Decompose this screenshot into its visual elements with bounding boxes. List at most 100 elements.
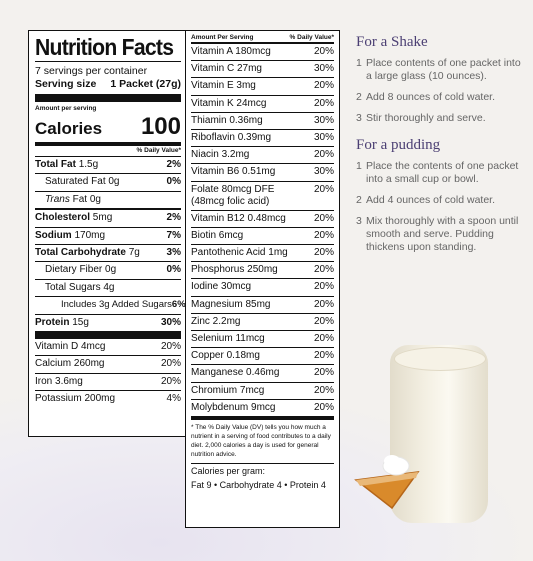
- vitamin-dv: 20%: [313, 247, 334, 259]
- nutrient-amount: Fat 0g: [72, 193, 101, 205]
- step-text: Place the contents of one packet into a …: [366, 160, 519, 185]
- step-text: Stir thoroughly and serve.: [366, 112, 486, 124]
- vitamin-dv: 20%: [313, 333, 334, 345]
- vitamin-dv: 20%: [313, 46, 334, 57]
- vitamin-row: Selenium 11mcg 20%: [191, 330, 334, 347]
- vitamin-name: Zinc 2.2mg: [191, 315, 241, 327]
- mineral-dv: 20%: [160, 341, 181, 353]
- divider: [35, 61, 181, 62]
- vitamin-dv: 20%: [313, 264, 334, 276]
- vitamin-row: Thiamin 0.36mg 30%: [191, 111, 334, 129]
- nutrient-row-protein: Protein 15g 30%: [35, 313, 181, 331]
- vitamin-name: Chromium 7mcg: [191, 384, 265, 396]
- vitamin-dv: 20%: [313, 281, 334, 293]
- vitamin-name: Thiamin 0.36mg: [191, 114, 263, 126]
- dv-footnote: * The % Daily Value (DV) tells you how m…: [191, 424, 331, 459]
- nutrition-facts-panel: Nutrition Facts 7 servings per container…: [28, 30, 187, 437]
- nutrient-name: Includes 3g Added Sugars: [61, 299, 172, 311]
- vitamin-dv: 20%: [313, 315, 334, 327]
- nutrient-dv: 7%: [166, 229, 181, 241]
- header-right: % Daily Value*: [289, 34, 334, 41]
- mineral-name: Potassium 200mg: [35, 393, 116, 405]
- vitamins-header: Amount Per Serving % Daily Value*: [191, 33, 334, 42]
- vitamin-dv: 30%: [313, 114, 334, 126]
- divider: [35, 142, 181, 146]
- vitamin-dv: 20%: [313, 229, 334, 241]
- vitamins-panel: Amount Per Serving % Daily Value* Vitami…: [185, 30, 340, 528]
- step-number: 2: [356, 91, 362, 103]
- mineral-dv: 4%: [166, 393, 181, 405]
- vitamin-name: Vitamin C 27mg: [191, 63, 262, 75]
- divider: [191, 416, 334, 421]
- nutrient-name: Total Sugars: [45, 281, 101, 293]
- vitamin-row: Molybdenum 9mcg 20%: [191, 398, 334, 416]
- header-left: Amount Per Serving: [191, 34, 254, 41]
- nutrient-row-trans-fat: Trans Fat 0g: [35, 190, 181, 208]
- step-text: Add 8 ounces of cold water.: [366, 91, 495, 103]
- mineral-name: Calcium 260mg: [35, 358, 105, 370]
- step-number: 2: [356, 194, 362, 206]
- mineral-row: Vitamin D 4mcg 20%: [35, 339, 181, 355]
- calories-per-gram-label: Calories per gram:: [191, 466, 266, 477]
- vitamin-dv: 20%: [313, 97, 334, 109]
- pie-slice-image: [354, 455, 420, 510]
- nutrient-name: Dietary Fiber: [45, 264, 103, 276]
- step-number: 1: [356, 57, 362, 69]
- pudding-step: 2 Add 4 ounces of cold water.: [356, 194, 526, 207]
- nutrient-dv: 6%: [171, 299, 186, 311]
- vitamin-dv: 30%: [313, 63, 334, 75]
- vitamin-name: Niacin 3.2mg: [191, 149, 250, 161]
- vitamin-name: Folate 80mcg DFE (48mcg folic acid): [191, 183, 275, 207]
- divider: [191, 42, 334, 44]
- vitamin-dv: 20%: [313, 183, 334, 195]
- nutrient-row-total-carbohydrate: Total Carbohydrate 7g 3%: [35, 244, 181, 261]
- vitamin-row: Iodine 30mcg 20%: [191, 278, 334, 295]
- nutrient-row-dietary-fiber: Dietary Fiber 0g 0%: [35, 261, 181, 278]
- vitamin-row: Zinc 2.2mg 20%: [191, 312, 334, 330]
- nutrient-row-saturated-fat: Saturated Fat 0g 0%: [35, 173, 181, 190]
- vitamin-name: Vitamin B12 0.48mcg: [191, 212, 286, 224]
- calories-value: 100: [140, 113, 181, 140]
- step-text: Mix thoroughly with a spoon until smooth…: [366, 215, 519, 253]
- step-number: 1: [356, 160, 362, 172]
- vitamin-dv: 30%: [313, 132, 334, 144]
- mineral-name: Iron 3.6mg: [35, 375, 83, 387]
- vitamin-name: Pantothenic Acid 1mg: [191, 247, 288, 259]
- vitamin-name: Iodine 30mcg: [191, 281, 252, 293]
- mineral-dv: 20%: [160, 358, 181, 370]
- serving-size-label: Serving size: [35, 78, 97, 90]
- vitamin-dv: 20%: [313, 80, 334, 92]
- pudding-heading: For a pudding: [356, 137, 441, 153]
- amount-per-serving: Amount per serving: [35, 105, 97, 112]
- vitamin-row: Vitamin K 24mcg 20%: [191, 94, 334, 112]
- shake-step: 2 Add 8 ounces of cold water.: [356, 91, 526, 104]
- nutrient-dv: 0%: [166, 176, 181, 188]
- vitamin-dv: 20%: [313, 367, 334, 379]
- nutrient-name: Total Fat: [35, 159, 76, 170]
- vitamin-name: Vitamin A 180mcg: [191, 46, 271, 57]
- dv-header: % Daily Value*: [136, 147, 181, 154]
- vitamin-name: Biotin 6mcg: [191, 229, 244, 241]
- vitamin-dv: 20%: [313, 401, 334, 413]
- vitamin-dv: 20%: [313, 149, 334, 161]
- nutrient-name: Protein: [35, 316, 70, 328]
- vitamin-name: Copper 0.18mg: [191, 350, 260, 362]
- nutrient-dv: 2%: [166, 159, 181, 170]
- vitamin-dv: 20%: [313, 212, 334, 224]
- mineral-row: Calcium 260mg 20%: [35, 355, 181, 372]
- vitamin-name: Molybdenum 9mcg: [191, 401, 276, 413]
- nutrient-row-total-sugars: Total Sugars 4g: [35, 278, 181, 296]
- mineral-row: Potassium 200mg 4%: [35, 390, 181, 407]
- vitamin-name: Selenium 11mcg: [191, 333, 265, 345]
- pudding-step: 3 Mix thoroughly with a spoon until smoot…: [356, 215, 526, 254]
- vitamin-dv: 20%: [313, 350, 334, 362]
- vitamin-row: Vitamin A 180mcg 20%: [191, 44, 334, 60]
- nutrient-dv: 30%: [160, 316, 181, 328]
- vitamin-row: Vitamin B12 0.48mcg 20%: [191, 209, 334, 227]
- vitamin-row: Phosphorus 250mg 20%: [191, 261, 334, 278]
- nutrient-row-cholesterol: Cholesterol 5mg 2%: [35, 208, 181, 226]
- vitamin-name: Vitamin B6 0.51mg: [191, 166, 276, 178]
- serving-size-row: Serving size 1 Packet (27g): [35, 78, 181, 91]
- nutrient-name: Cholesterol: [35, 212, 91, 224]
- vitamin-row: Riboflavin 0.39mg 30%: [191, 129, 334, 146]
